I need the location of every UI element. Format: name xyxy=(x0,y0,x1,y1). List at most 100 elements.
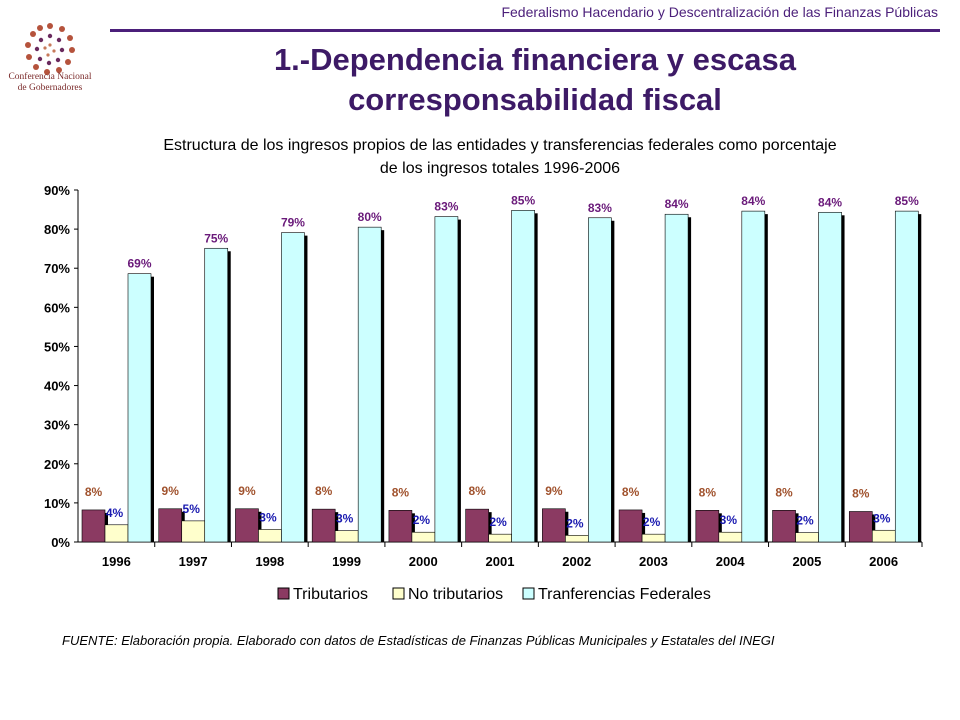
source-note: FUENTE: Elaboración propia. Elaborado co… xyxy=(62,633,775,648)
bar-tranferencias-federales xyxy=(894,210,919,543)
y-tick-label: 40% xyxy=(44,379,70,394)
bar-no-tributarios xyxy=(718,531,743,543)
legend-label: Tributarios xyxy=(293,586,368,603)
data-label: 69% xyxy=(127,257,151,271)
x-tick-label: 1999 xyxy=(332,554,361,569)
data-label: 84% xyxy=(741,194,765,208)
bar-no-tributarios xyxy=(181,520,206,543)
bar-tributarios xyxy=(772,510,796,543)
data-label: 8% xyxy=(468,484,486,498)
conago-logo-icon xyxy=(25,23,75,75)
data-label: 84% xyxy=(665,197,689,211)
data-label: 83% xyxy=(434,200,458,214)
data-label: 84% xyxy=(818,195,842,209)
data-label: 8% xyxy=(699,485,717,499)
bar-tranferencias-federales xyxy=(204,247,229,543)
bar-no-tributarios xyxy=(334,530,359,543)
y-tick-label: 30% xyxy=(44,418,70,433)
y-tick-label: 90% xyxy=(44,183,70,198)
data-label: 5% xyxy=(183,502,201,516)
legend-label: No tributarios xyxy=(408,586,503,603)
data-label: 3% xyxy=(259,510,277,524)
x-tick-label: 2006 xyxy=(869,554,898,569)
legend-label: Tranferencias Federales xyxy=(538,586,711,603)
data-label: 85% xyxy=(511,193,535,207)
data-label: 79% xyxy=(281,216,305,230)
logo-text: Conferencia Nacional de Gobernadores xyxy=(4,72,96,94)
bar-tributarios xyxy=(388,510,413,543)
y-tick-label: 60% xyxy=(44,300,70,315)
y-tick-label: 80% xyxy=(44,222,70,237)
bar-no-tributarios xyxy=(641,533,666,543)
data-label: 9% xyxy=(545,484,563,498)
bar-tributarios xyxy=(235,508,259,543)
data-label: 75% xyxy=(204,231,228,245)
bar-tranferencias-federales xyxy=(434,216,459,543)
bar-tributarios xyxy=(81,509,106,543)
bar-no-tributarios xyxy=(488,533,512,543)
legend-swatch xyxy=(522,587,535,600)
data-label: 8% xyxy=(852,486,870,500)
data-label: 8% xyxy=(775,485,793,499)
x-tick-label: 2005 xyxy=(792,554,821,569)
data-label: 3% xyxy=(720,513,738,527)
x-tick-label: 1998 xyxy=(255,554,284,569)
y-tick-label: 50% xyxy=(44,339,70,354)
x-tick-label: 2003 xyxy=(639,554,668,569)
data-label: 2% xyxy=(796,514,814,528)
bar-no-tributarios xyxy=(258,529,282,543)
bar-no-tributarios xyxy=(411,531,436,543)
y-tick-label: 20% xyxy=(44,457,70,472)
bar-tributarios xyxy=(465,508,489,543)
data-label: 3% xyxy=(873,511,891,525)
data-label: 9% xyxy=(238,484,256,498)
data-label: 3% xyxy=(336,512,354,526)
data-label: 8% xyxy=(85,485,103,499)
data-label: 2% xyxy=(566,516,584,530)
bar-no-tributarios xyxy=(565,535,589,543)
data-label: 9% xyxy=(162,484,180,498)
bar-tranferencias-federales xyxy=(741,210,766,543)
subtitle-line2: de los ingresos totales 1996-2006 xyxy=(379,160,621,177)
bar-no-tributarios xyxy=(104,524,129,543)
page-title: 1.-Dependencia financiera y escasa corre… xyxy=(110,40,960,120)
data-label: 80% xyxy=(358,210,382,224)
title-line1: 1.-Dependencia financiera y escasa xyxy=(273,42,797,77)
data-label: 2% xyxy=(643,515,661,529)
x-tick-label: 1996 xyxy=(102,554,131,569)
logo-text-line1: Conferencia Nacional xyxy=(8,72,92,82)
bar-tranferencias-federales xyxy=(818,211,842,543)
bar-tranferencias-federales xyxy=(511,210,535,543)
bar-no-tributarios xyxy=(795,532,819,543)
header-rule xyxy=(110,29,940,32)
bar-tranferencias-federales xyxy=(664,213,689,543)
bar-tributarios xyxy=(618,509,643,543)
data-label: 4% xyxy=(106,506,124,520)
data-label: 8% xyxy=(622,485,640,499)
legend-swatch xyxy=(392,587,405,600)
bar-tributarios xyxy=(311,508,336,543)
chart-subtitle: Estructura de los ingresos propios de la… xyxy=(30,134,960,180)
header-text: Federalismo Hacendario y Descentralizaci… xyxy=(501,4,938,20)
x-tick-label: 2002 xyxy=(562,554,591,569)
x-tick-label: 2000 xyxy=(409,554,438,569)
bar-tributarios xyxy=(158,508,183,543)
data-label: 8% xyxy=(315,484,333,498)
legend-swatch xyxy=(277,587,290,600)
bar-tranferencias-federales xyxy=(588,217,612,543)
data-label: 83% xyxy=(588,201,612,215)
x-tick-label: 2004 xyxy=(716,554,746,569)
data-label: 2% xyxy=(489,515,507,529)
data-label: 85% xyxy=(895,194,919,208)
y-tick-label: 70% xyxy=(44,261,70,276)
bar-tributarios xyxy=(848,511,873,543)
bar-tranferencias-federales xyxy=(127,273,152,543)
logo-text-line2: de Gobernadores xyxy=(17,83,83,93)
bar-tranferencias-federales xyxy=(281,232,305,543)
subtitle-line1: Estructura de los ingresos propios de la… xyxy=(163,137,837,154)
data-label: 2% xyxy=(413,513,431,527)
bar-no-tributarios xyxy=(871,529,896,543)
x-tick-label: 2001 xyxy=(486,554,515,569)
y-tick-label: 0% xyxy=(51,535,70,550)
bar-tributarios xyxy=(542,508,566,543)
